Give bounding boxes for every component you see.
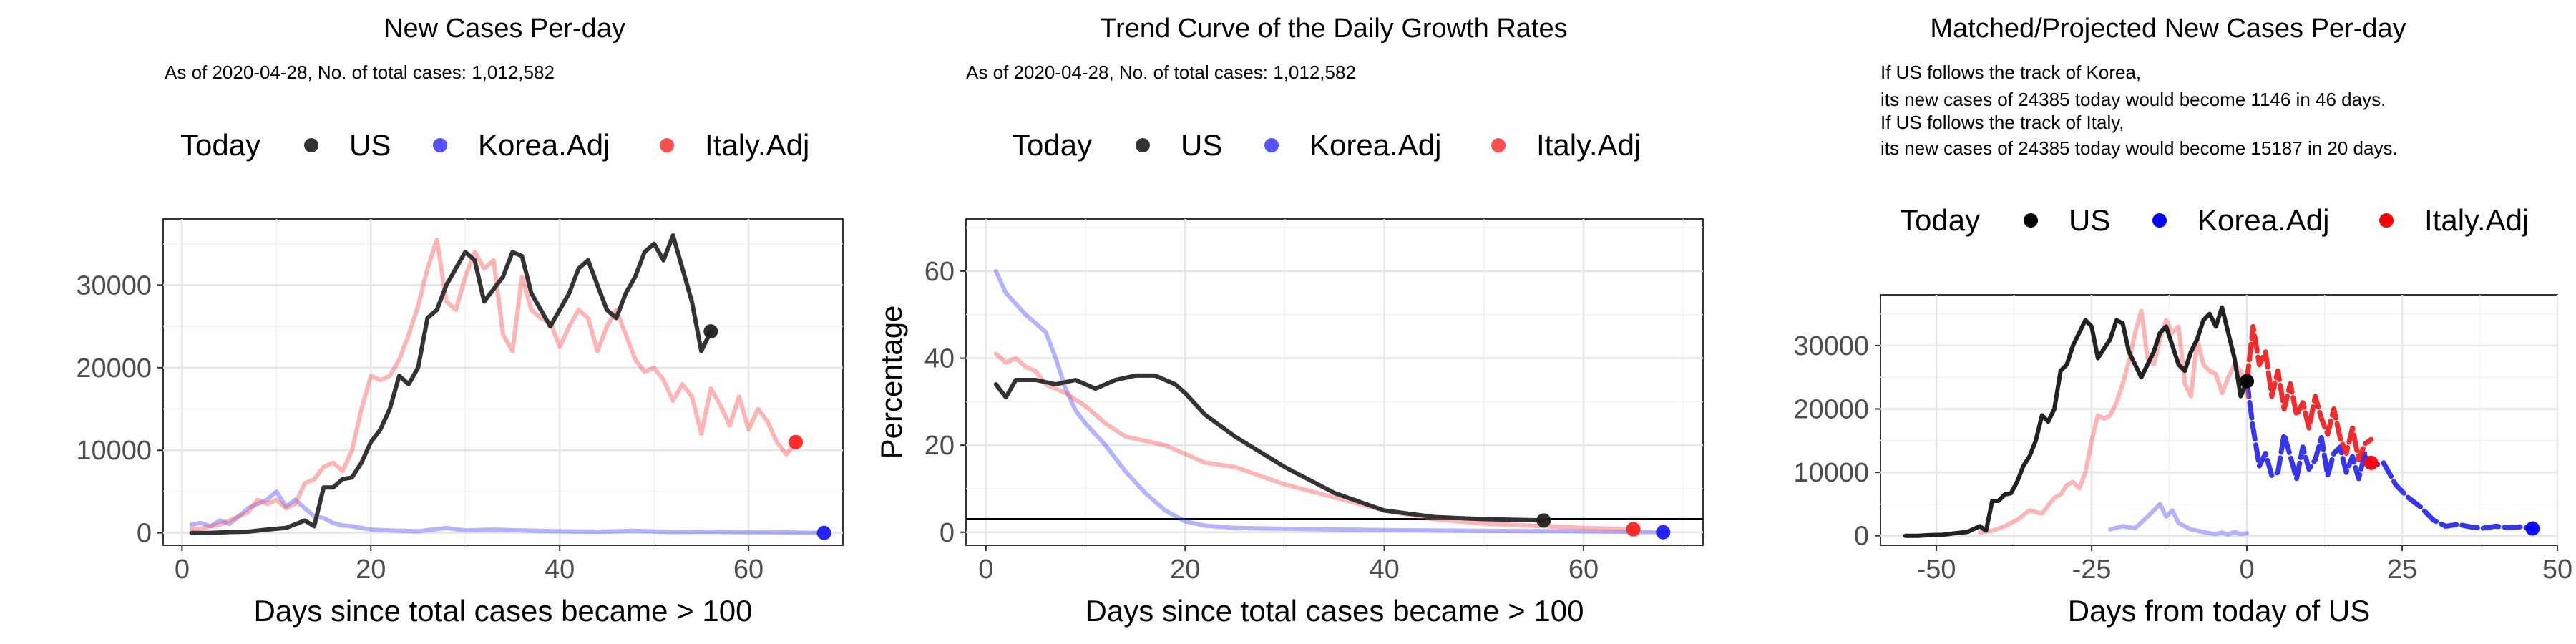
x-tick-label: 0: [2239, 555, 2254, 585]
today-point-us: [703, 324, 718, 339]
y-tick-label: 40: [924, 344, 955, 374]
y-tick-label: 30000: [76, 270, 152, 301]
series-line-korea-adj: [993, 269, 1666, 535]
y-tick-label: 20000: [76, 353, 152, 384]
chart1-plot-area: [162, 218, 844, 546]
x-tick-label: 40: [1369, 555, 1399, 585]
chart2-x-axis-label: Days since total cases became > 100: [1085, 594, 1584, 628]
chart1-legend-italy-key: [660, 138, 674, 152]
chart2-legend-korea-key: [1264, 138, 1279, 152]
series-line-us: [993, 373, 1546, 523]
today-point-us: [1536, 513, 1551, 528]
today-point-korea-adj-projected: [2525, 521, 2540, 536]
chart1-series: [189, 233, 831, 540]
chart1-title: New Cases Per-day: [384, 14, 625, 44]
chart1-ticks: 0 20 40 60 0 10000 20000 30000: [76, 270, 763, 585]
series-line-italy-adj: [189, 237, 798, 531]
chart1-legend: Today US Korea.Adj Italy.Adj: [180, 128, 809, 162]
chart3-series: [1903, 305, 2540, 538]
chart1-legend-korea: Korea.Adj: [478, 128, 610, 162]
x-tick-label: 60: [733, 555, 763, 585]
chart1-legend-korea-key: [433, 138, 447, 152]
x-tick-label: 60: [1568, 555, 1599, 585]
series-line-italy-adj-history: [1977, 308, 2250, 535]
panel-new-cases: New Cases Per-day As of 2020-04-28, No. …: [76, 14, 844, 628]
chart2-subtitle: As of 2020-04-28, No. of total cases: 1,…: [966, 62, 1356, 83]
chart3-legend-us-key: [2024, 213, 2038, 228]
x-tick-label: 40: [545, 555, 575, 585]
chart3-legend-us: US: [2069, 203, 2110, 237]
chart2-ticks: 0 20 40 60 0 20 40 60: [924, 257, 1599, 585]
series-line-italy-adj-projected: [2244, 323, 2374, 462]
chart3-annotation-line3: If US follows the track of Italy,: [1880, 112, 2124, 133]
chart3-legend-italy-key: [2379, 213, 2394, 228]
panel-growth-rates: Trend Curve of the Daily Growth Rates As…: [874, 14, 1704, 628]
chart2-series: [966, 269, 1703, 540]
chart1-legend-italy: Italy.Adj: [705, 128, 809, 162]
today-point-korea-adj: [816, 525, 831, 540]
series-line-us: [1903, 305, 2250, 538]
chart1-legend-us-key: [304, 138, 318, 152]
x-tick-label: 20: [1170, 555, 1200, 585]
x-tick-label: -25: [2072, 555, 2112, 585]
series-line-korea-adj-history: [2108, 502, 2250, 537]
panel-projected: Matched/Projected New Cases Per-day If U…: [1793, 14, 2572, 628]
chart3-legend: Today US Korea.Adj Italy.Adj: [1900, 203, 2529, 237]
y-tick-label: 10000: [76, 436, 152, 466]
chart3-legend-italy: Italy.Adj: [2424, 203, 2529, 237]
chart2-title: Trend Curve of the Daily Growth Rates: [1100, 14, 1567, 44]
x-tick-label: 20: [356, 555, 386, 585]
chart2-grid: [966, 219, 1703, 545]
y-tick-label: 30000: [1793, 331, 1869, 361]
chart1-subtitle: As of 2020-04-28, No. of total cases: 1,…: [165, 62, 555, 83]
series-line-korea-adj: [189, 489, 826, 535]
chart2-legend-italy: Italy.Adj: [1536, 128, 1641, 162]
chart3-annotation-line2: its new cases of 24385 today would becom…: [1880, 89, 2386, 110]
chart2-legend-italy-key: [1491, 138, 1506, 152]
today-point-italy-adj: [789, 434, 804, 449]
chart2-y-axis-label: Percentage: [874, 306, 908, 459]
chart3-legend-korea-key: [2152, 213, 2167, 228]
chart1-x-axis-label: Days since total cases became > 100: [254, 594, 753, 628]
chart3-x-axis-label: Days from today of US: [2068, 594, 2370, 628]
chart3-plot-area: [1880, 294, 2558, 546]
x-tick-label: 50: [2542, 555, 2572, 585]
chart1-legend-title: Today: [180, 128, 260, 162]
x-tick-label: 0: [978, 555, 993, 585]
series-line-italy-adj: [993, 351, 1636, 532]
x-tick-label: -50: [1917, 555, 1956, 585]
series-line-us: [189, 233, 713, 535]
y-tick-label: 20: [924, 431, 955, 461]
chart2-legend-us-key: [1136, 138, 1150, 152]
today-point-korea-adj: [1656, 525, 1671, 540]
series-line-korea-adj-projected: [2244, 379, 2535, 532]
chart2-legend-us: US: [1181, 128, 1222, 162]
x-tick-label: 0: [175, 555, 190, 585]
y-tick-label: 0: [940, 518, 955, 548]
chart2-legend-korea: Korea.Adj: [1309, 128, 1441, 162]
chart3-legend-title: Today: [1900, 203, 1980, 237]
y-tick-label: 10000: [1793, 458, 1869, 488]
y-tick-label: 20000: [1793, 394, 1869, 424]
today-point-italy-adj-projected: [2363, 455, 2379, 470]
chart1-legend-us: US: [349, 128, 391, 162]
chart3-ticks: -50 -25 0 25 50 0 10000 20000 30000: [1793, 331, 2572, 585]
today-point-us: [2240, 374, 2255, 389]
chart3-annotation-line4: its new cases of 24385 today would becom…: [1880, 137, 2398, 159]
chart2-legend-title: Today: [1012, 128, 1092, 162]
chart3-legend-korea: Korea.Adj: [2197, 203, 2329, 237]
y-tick-label: 60: [924, 257, 955, 287]
chart3-title: Matched/Projected New Cases Per-day: [1930, 14, 2406, 44]
chart1-grid: [163, 219, 843, 545]
x-tick-label: 25: [2387, 555, 2417, 585]
y-tick-label: 0: [1854, 522, 1869, 552]
chart2-legend: Today US Korea.Adj Italy.Adj: [1012, 128, 1641, 162]
chart3-annotation-line1: If US follows the track of Korea,: [1880, 62, 2141, 83]
today-point-italy-adj: [1626, 522, 1641, 537]
y-tick-label: 0: [137, 519, 152, 549]
